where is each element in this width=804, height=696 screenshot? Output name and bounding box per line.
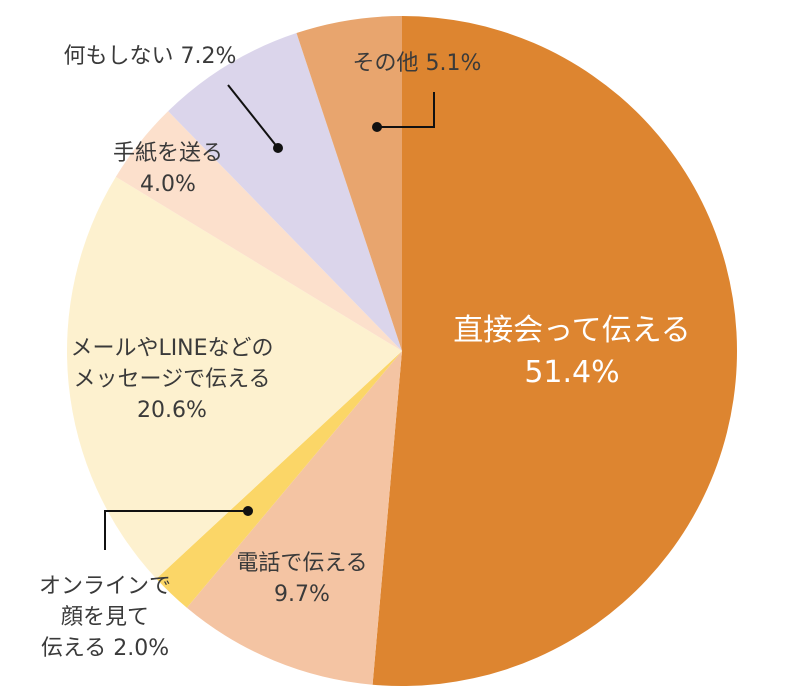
pie-slice-7 [296,16,402,351]
pie-slice-5 [115,111,402,351]
leader-line-7 [377,92,435,128]
slice-label-line: オンラインで [39,574,171,599]
slice-label-line: 4.0% [140,172,196,197]
slice-label-line: メールやLINEなどの [70,336,273,361]
slice-labels: 直接会って伝える 51.4% 電話で伝える 9.7% オンラインで顔を見て伝える 2.0… [39,44,691,661]
slice-label-line: 手紙を送る [113,141,223,166]
leader-dot-6 [273,143,283,153]
slice-label-line: 51.4% [524,355,619,390]
pie-slice-6 [168,33,402,351]
leader-line-6 [227,84,279,149]
slice-label-4: メールやLINEなどのメッセージで伝える 20.6% [70,336,273,423]
slice-label-line: 9.7% [274,582,330,607]
pie-slice-3 [156,351,402,608]
slice-label-6: 何もしない 7.2% [64,44,237,69]
slice-label-1: 直接会って伝える 51.4% [453,313,691,390]
slice-label-line: 電話で伝える [236,551,367,576]
slice-label-line: 何もしない 7.2% [64,44,237,69]
slice-label-line: 20.6% [137,398,207,423]
leader-dot-3 [243,506,253,516]
slice-label-line: その他 5.1% [353,51,482,76]
pie-slice-1 [372,16,737,686]
pie-slice-4 [67,176,402,579]
pie-slices [67,16,737,686]
slice-label-line: 顔を見て [61,605,149,630]
slice-label-line: 伝える 2.0% [41,636,169,661]
slice-label-5: 手紙を送る 4.0% [113,141,223,197]
slice-label-line: 直接会って伝える [453,313,691,348]
slice-label-7: その他 5.1% [353,51,482,76]
pie-slice-2 [186,351,402,685]
leader-line-3 [104,510,248,550]
leader-lines [104,84,435,550]
leader-dot-7 [372,122,382,132]
slice-label-line: メッセージで伝える [74,367,271,392]
slice-label-3: オンラインで顔を見て伝える 2.0% [39,574,171,661]
slice-label-2: 電話で伝える 9.7% [236,551,367,607]
